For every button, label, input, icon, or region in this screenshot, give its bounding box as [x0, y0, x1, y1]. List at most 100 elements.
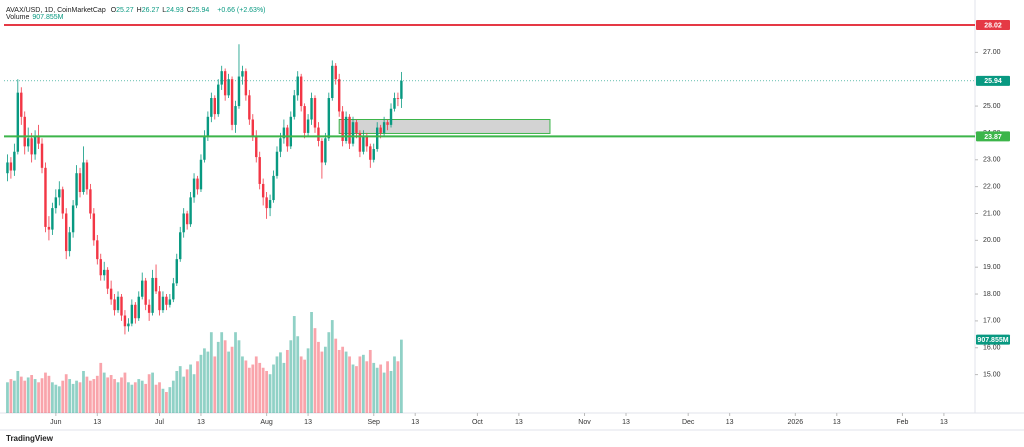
volume-bar — [327, 332, 331, 413]
candle-body — [37, 135, 40, 144]
volume-bar — [344, 351, 348, 413]
candle-body — [261, 183, 265, 198]
candle-body — [13, 151, 16, 171]
symbol: AVAX/USD, 1D, CoinMarketCap — [6, 7, 106, 14]
volume-bar — [237, 340, 241, 413]
volume-bar — [386, 361, 389, 413]
candle-body — [161, 296, 165, 311]
volume-bar — [379, 364, 383, 413]
volume-bar — [99, 362, 103, 413]
volume-bar — [368, 349, 372, 413]
volume-bar — [102, 372, 106, 413]
candle-body — [172, 283, 175, 300]
time-tick-label: 13 — [940, 419, 948, 426]
price-tick-label: 21.00 — [983, 210, 1001, 217]
volume-bar — [89, 380, 92, 413]
volume-bar — [44, 372, 47, 413]
candle-body — [400, 80, 403, 99]
volume-bar — [348, 356, 351, 413]
time-tick-label: 13 — [515, 419, 523, 426]
volume-bar — [320, 351, 324, 413]
candle-body — [337, 79, 341, 112]
candle-body — [393, 98, 396, 109]
ohlc-value: 25.94 — [191, 7, 210, 14]
volume-bar — [285, 349, 289, 413]
volume-tag-label: 907.855M — [977, 337, 1008, 344]
volume-bar — [323, 346, 327, 413]
volume-bar — [251, 364, 255, 413]
candle-body — [134, 304, 137, 319]
volume-bar — [292, 316, 296, 413]
candle-body — [317, 127, 320, 141]
volume-bar — [95, 375, 99, 413]
volume-bar — [16, 370, 20, 413]
volume-bar — [47, 375, 51, 413]
volume-bar — [265, 370, 269, 413]
time-tick-label: Dec — [682, 419, 695, 426]
volume-bar — [306, 348, 310, 413]
candle-body — [248, 95, 251, 120]
volume-bar — [213, 356, 217, 413]
volume-bar — [92, 379, 96, 413]
volume-bar — [220, 332, 224, 413]
candle-body — [230, 79, 234, 125]
volume-bar — [234, 332, 237, 413]
price-tick-label: 17.00 — [983, 318, 1001, 325]
candle-body — [113, 299, 116, 311]
candle-body — [78, 173, 82, 192]
candle-body — [313, 98, 317, 128]
candle-body — [89, 189, 92, 214]
candle-body — [237, 76, 241, 107]
candle-body — [40, 143, 44, 168]
volume-bar — [113, 379, 116, 413]
volume-bar — [23, 380, 27, 413]
candle-body — [355, 122, 358, 133]
volume-bar — [355, 366, 358, 413]
candle-body — [265, 197, 268, 209]
candle-body — [206, 116, 210, 136]
time-tick-label: Feb — [896, 419, 908, 426]
volume-bar — [279, 352, 282, 413]
volume-bar — [268, 374, 272, 413]
candle-body — [293, 95, 296, 117]
volume-bar — [203, 348, 206, 413]
candle-body — [203, 135, 206, 160]
volume-bar — [227, 351, 230, 413]
candle-body — [120, 296, 123, 316]
time-tick-label: Jun — [50, 419, 61, 426]
volume-bar — [120, 377, 123, 413]
time-tick-label: Oct — [472, 419, 483, 426]
candle-body — [64, 213, 68, 252]
candle-body — [127, 323, 130, 327]
candle-body — [103, 269, 106, 276]
ohlc-label: O — [110, 7, 117, 14]
volume-bar — [258, 362, 262, 413]
volume-bar — [147, 374, 151, 413]
candle-body — [30, 138, 33, 155]
candle-body — [344, 116, 348, 141]
volume-bar — [178, 366, 182, 413]
volume-bar — [223, 340, 227, 413]
horizontal-line-tag — [976, 131, 1010, 142]
price-tick-label: 16.00 — [983, 345, 1001, 352]
volume-bar — [130, 384, 134, 413]
candle-body — [386, 122, 389, 125]
volume-bar — [254, 356, 258, 413]
time-tick-label: 13 — [726, 419, 734, 426]
volume-bar — [299, 356, 303, 413]
volume-bar — [54, 384, 58, 413]
zone — [338, 118, 551, 134]
candle-body — [33, 135, 37, 155]
volume-bar — [313, 328, 317, 413]
candle-body — [182, 213, 185, 233]
volume-bar — [334, 338, 338, 413]
volume-bar — [400, 339, 403, 413]
change: +0.66 (+2.63%) — [217, 7, 266, 14]
candle-body — [379, 127, 382, 133]
candle-body — [358, 132, 362, 152]
candle-body — [168, 299, 172, 305]
volume-value: 907.855M — [32, 14, 64, 21]
candle-body — [151, 277, 154, 313]
time-tick-label: 2026 — [788, 419, 804, 426]
